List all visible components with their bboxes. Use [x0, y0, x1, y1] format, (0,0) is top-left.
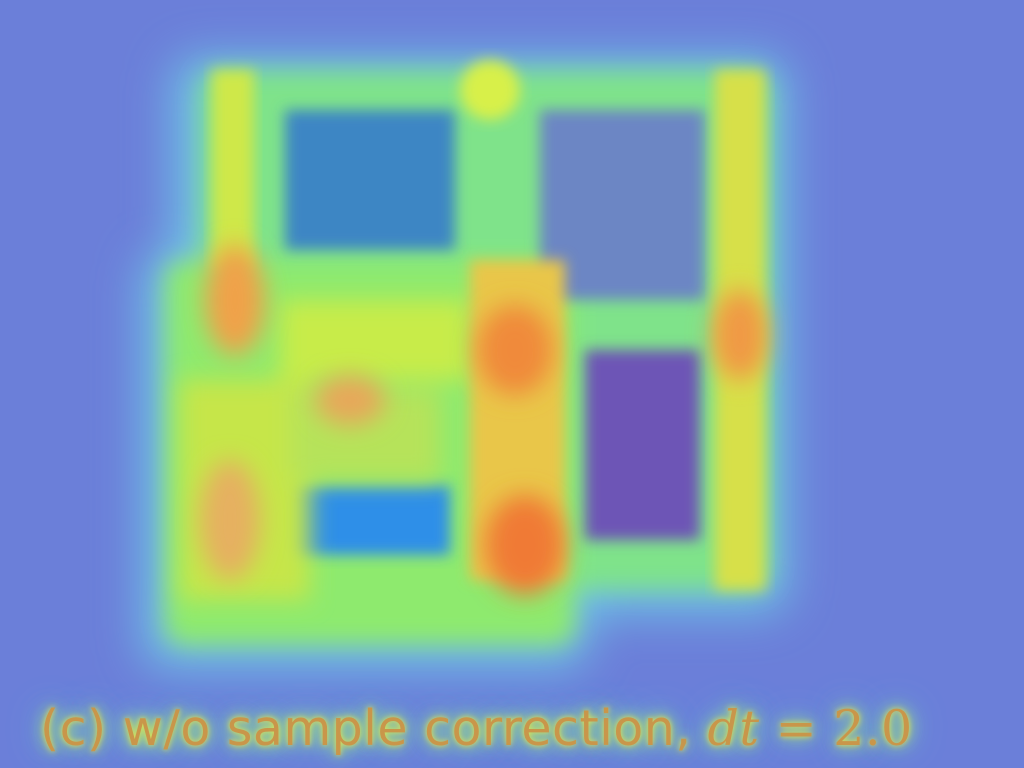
figure-caption: (c) w/o sample correction, dt = 2.0: [40, 694, 913, 764]
caption-equals: =: [775, 700, 818, 757]
upper-right-panel: [540, 110, 705, 300]
lower-right-panel: [585, 350, 700, 540]
hotspots: [200, 245, 768, 595]
warm-area-left: [180, 300, 470, 600]
caption-value: 2.0: [833, 700, 913, 757]
caption-variable: dt: [707, 700, 760, 757]
upper-left-panel: [285, 110, 455, 250]
left-edge-bar: [212, 70, 254, 270]
caption-label: (c) w/o sample correction,: [40, 700, 692, 757]
top-hotspot-dot: [460, 60, 520, 120]
